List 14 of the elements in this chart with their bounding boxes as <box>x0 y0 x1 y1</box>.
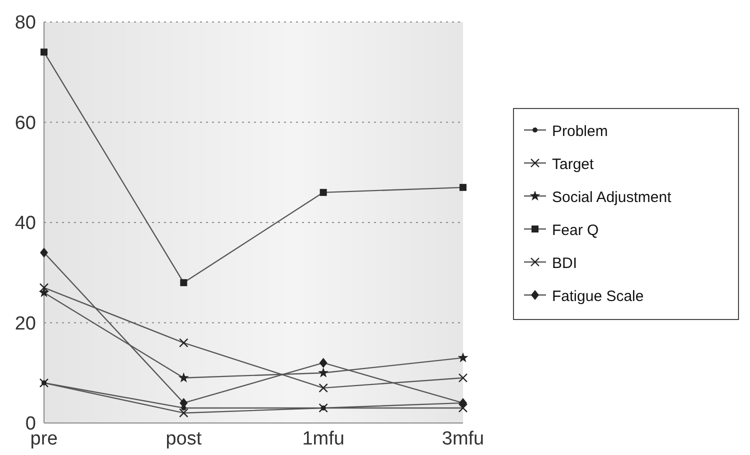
y-tick-label: 20 <box>14 313 36 334</box>
y-tick-label: 40 <box>14 213 36 234</box>
legend-label: Target <box>552 156 594 173</box>
legend-label: Social Adjustment <box>552 189 672 206</box>
x-tick-label: post <box>166 428 202 450</box>
y-tick-label: 60 <box>14 112 36 134</box>
y-tick-label: 0 <box>25 414 36 435</box>
legend-label: Fatigue Scale <box>552 288 644 305</box>
legend-label: Fear Q <box>552 222 599 239</box>
x-tick-label: 3mfu <box>442 428 484 450</box>
legend-label: Problem <box>552 123 608 140</box>
y-tick-label: 80 <box>14 12 36 34</box>
x-tick-label: 1mfu <box>302 428 344 450</box>
legend-label: BDI <box>552 255 578 272</box>
